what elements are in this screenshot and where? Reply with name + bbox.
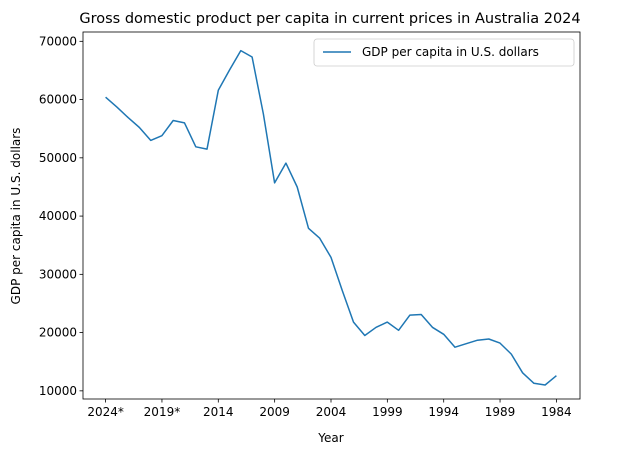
- x-tick-label: 1999: [372, 405, 403, 419]
- legend-label: GDP per capita in U.S. dollars: [362, 45, 539, 59]
- plot-area: [82, 31, 581, 400]
- x-axis-label: Year: [317, 431, 343, 445]
- legend: GDP per capita in U.S. dollars: [313, 38, 575, 67]
- x-tick-label: 2004: [316, 405, 347, 419]
- x-tick-label: 1994: [428, 405, 459, 419]
- y-axis-label: GDP per capita in U.S. dollars: [9, 128, 23, 305]
- x-tick-label: 1989: [485, 405, 516, 419]
- x-tick-label: 2024*: [87, 405, 124, 419]
- y-tick-label: 20000: [39, 326, 77, 340]
- y-tick-label: 30000: [39, 267, 77, 281]
- y-tick-label: 50000: [39, 151, 77, 165]
- x-tick-label: 2014: [203, 405, 234, 419]
- y-tick-label: 40000: [39, 209, 77, 223]
- x-tick-label: 2009: [259, 405, 290, 419]
- series-line: [105, 49, 557, 386]
- y-tick-label: 70000: [39, 34, 77, 48]
- series-layer: [105, 49, 557, 386]
- x-tick-label: 2019*: [144, 405, 181, 419]
- x-tick-label: 1984: [541, 405, 572, 419]
- legend-box: [313, 38, 575, 67]
- y-axis: 10000 20000 30000 40000 50000 60000 70000: [39, 34, 83, 398]
- y-tick-label: 10000: [39, 384, 77, 398]
- y-tick-label: 60000: [39, 93, 77, 107]
- x-axis: 2024* 2019* 2014 2009 2004 1999 1994 1989 1984: [87, 399, 572, 419]
- chart-title: Gross domestic product per capita in cur…: [79, 11, 580, 27]
